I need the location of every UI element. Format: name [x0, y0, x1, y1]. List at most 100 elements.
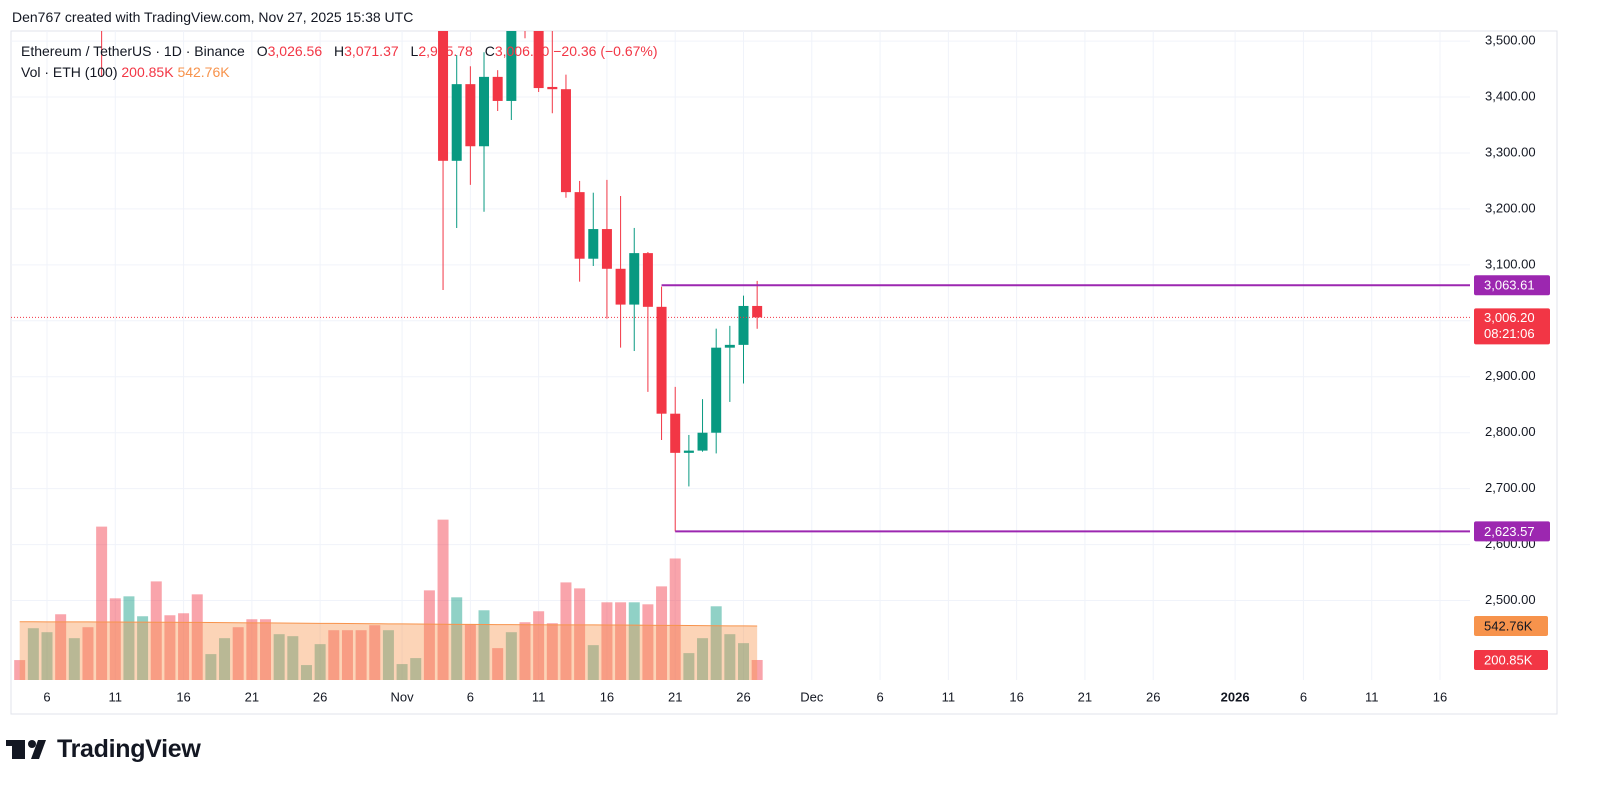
x-tick-label: 21 [1078, 689, 1092, 704]
volume-bar [451, 597, 463, 680]
volume-ma-axis-label: 542.76K [1484, 618, 1533, 633]
logo-text: TradingView [57, 735, 201, 763]
candle-body [601, 229, 612, 269]
volume-bar [724, 634, 736, 680]
volume-bar [574, 588, 586, 680]
volume-bar [205, 654, 217, 680]
volume-bar [164, 615, 176, 680]
x-tick-label: 6 [1300, 689, 1307, 704]
legend-value: 3,071.37 [344, 43, 399, 59]
x-tick-label: 16 [1433, 689, 1447, 704]
candle-body [465, 84, 476, 147]
y-tick-label: 2,900.00 [1485, 368, 1536, 383]
legend-key: L [410, 43, 419, 59]
volume-bar [369, 625, 381, 680]
volume-bar [478, 610, 490, 680]
volume-axis-label: 200.85K [1484, 652, 1533, 667]
volume-bar [464, 624, 476, 680]
candle-body [506, 31, 517, 101]
volume-bar [191, 594, 203, 680]
logo-shape [31, 740, 46, 759]
volume-bar [382, 630, 394, 680]
volume-bar [546, 623, 558, 680]
logo-shape [28, 740, 36, 748]
legend-value: 2,985.78 [418, 43, 473, 59]
legend-key: O [256, 43, 268, 59]
volume-bar [642, 604, 654, 680]
last-price-box [1474, 308, 1550, 345]
candle-body [492, 76, 503, 101]
volume-bar [14, 660, 26, 680]
volume-bar [27, 628, 39, 680]
candle-body [615, 268, 626, 305]
candle-body [670, 413, 681, 453]
candle-body [533, 31, 544, 89]
volume-bar [150, 581, 162, 680]
volume-bar [41, 632, 53, 680]
volume-bar [355, 630, 367, 680]
candle-body [738, 305, 749, 345]
volume-value: 200.85K [121, 64, 174, 80]
volume-bar [533, 611, 545, 680]
volume-bar [697, 638, 709, 680]
volume-bar [669, 558, 681, 680]
volume-bar [505, 632, 517, 680]
candle-body [642, 253, 653, 307]
candle-body [629, 253, 640, 305]
y-tick-label: 3,500.00 [1485, 33, 1536, 48]
legend-row: Ethereum / TetherUS · 1D · Binance O3,02… [21, 41, 658, 62]
x-tick-label: 26 [313, 689, 327, 704]
candle-body [588, 229, 599, 259]
level-label: 3,063.61 [1484, 278, 1535, 293]
level-label-box [1474, 521, 1550, 542]
y-tick-label: 3,400.00 [1485, 88, 1536, 103]
grid [11, 31, 1470, 680]
volume-bar [260, 619, 272, 680]
volume-ma-line [19, 621, 758, 627]
volume-ma-box [1474, 615, 1548, 636]
chart-frame [10, 30, 1558, 715]
volume-bar [683, 653, 695, 680]
x-tick-label: 26 [1146, 689, 1160, 704]
x-tick-label: 16 [600, 689, 614, 704]
x-tick-label: 11 [109, 689, 123, 704]
symbol-title: Ethereum / TetherUS · 1D · Binance [21, 43, 245, 59]
legend-key: H [334, 43, 345, 59]
x-tick-label: 6 [43, 689, 50, 704]
volume-bar [560, 582, 572, 680]
volume-bar [68, 638, 80, 680]
volume-bar [109, 598, 121, 680]
volume-ma-area [19, 621, 758, 680]
volume-bar [615, 602, 627, 680]
volume-bar [738, 643, 749, 680]
volume-bar [587, 645, 599, 680]
candle-body [711, 347, 722, 433]
volume-title: Vol · ETH (100) [21, 64, 118, 80]
legend-value: 3,006.20 [494, 43, 550, 59]
volume-bar [710, 606, 722, 680]
volume-bar [178, 613, 190, 680]
axes: 2,500.002,600.002,700.002,800.002,900.00… [43, 33, 1550, 704]
x-tick-label: 16 [1009, 689, 1023, 704]
volume-bar [656, 586, 668, 680]
y-tick-label: 3,100.00 [1485, 256, 1536, 271]
x-tick-label: 21 [245, 689, 259, 704]
volume-bar [410, 658, 422, 680]
volume-bar [137, 616, 149, 680]
x-tick-label: 11 [942, 689, 956, 704]
countdown-label: 08:21:06 [1484, 326, 1535, 341]
volume-bar [82, 627, 94, 680]
volume-bar [246, 619, 258, 680]
volume-bar [232, 627, 244, 680]
plot-area [11, 31, 1470, 680]
x-tick-label: 11 [532, 689, 546, 704]
y-tick-label: 2,800.00 [1485, 424, 1536, 439]
volume-bar [328, 630, 340, 680]
volume-bar [55, 614, 67, 680]
x-tick-label: 21 [668, 689, 682, 704]
y-tick-label: 2,500.00 [1485, 592, 1536, 607]
volume-bar [628, 602, 640, 680]
